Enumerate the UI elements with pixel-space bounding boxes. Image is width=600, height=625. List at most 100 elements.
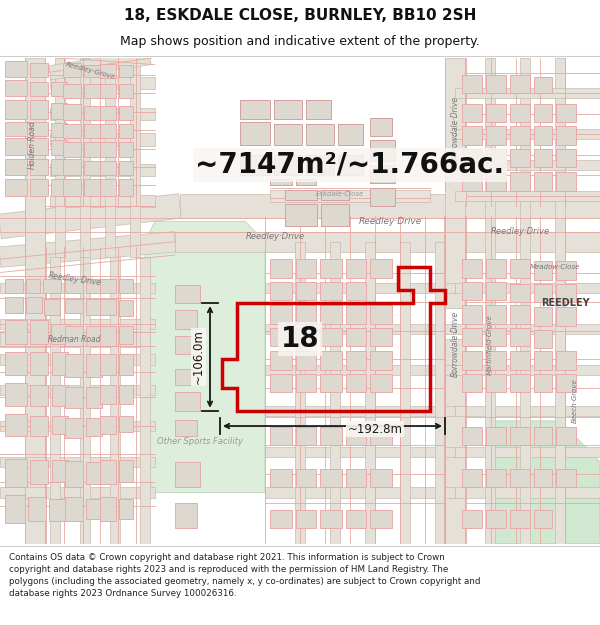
Bar	[346, 510, 366, 528]
Bar	[370, 118, 392, 136]
Bar	[84, 179, 100, 196]
Bar	[175, 392, 200, 411]
Bar	[63, 62, 81, 77]
Bar	[510, 259, 530, 278]
Bar	[510, 374, 530, 392]
Bar	[321, 189, 349, 200]
Bar	[296, 179, 316, 186]
Bar	[556, 374, 576, 392]
Bar	[51, 123, 67, 138]
Bar	[86, 499, 102, 519]
Bar	[486, 75, 506, 93]
Bar	[306, 101, 331, 119]
Bar	[63, 179, 81, 196]
Bar	[86, 279, 102, 293]
Bar	[462, 259, 482, 278]
Text: Reedley·Drive: Reedley·Drive	[490, 227, 550, 236]
Bar	[296, 259, 316, 278]
Bar	[30, 352, 48, 375]
Bar	[510, 126, 530, 144]
Polygon shape	[110, 257, 120, 544]
Polygon shape	[50, 107, 155, 120]
Text: REEDLEY: REEDLEY	[541, 298, 589, 308]
Polygon shape	[0, 319, 155, 329]
Bar	[486, 282, 506, 300]
Bar	[175, 420, 197, 436]
Polygon shape	[265, 488, 455, 498]
Polygon shape	[455, 88, 600, 99]
Bar	[270, 282, 292, 300]
Bar	[30, 101, 48, 119]
Text: ~7147m²/~1.766ac.: ~7147m²/~1.766ac.	[196, 151, 505, 179]
Bar	[462, 149, 482, 167]
Bar	[486, 149, 506, 167]
Polygon shape	[0, 282, 155, 293]
Polygon shape	[295, 242, 305, 544]
Bar	[65, 354, 83, 377]
Bar	[486, 351, 506, 370]
Polygon shape	[265, 282, 455, 293]
Bar	[175, 336, 200, 354]
Bar	[462, 104, 482, 122]
Bar	[100, 84, 116, 99]
Bar	[462, 305, 482, 324]
Bar	[5, 459, 27, 488]
Bar	[462, 172, 482, 191]
Bar	[175, 311, 197, 329]
Bar	[274, 101, 302, 119]
Polygon shape	[145, 221, 265, 493]
Bar	[86, 387, 102, 408]
Bar	[338, 124, 363, 144]
Bar	[370, 510, 392, 528]
Bar	[270, 351, 292, 370]
Bar	[100, 385, 116, 404]
Bar	[51, 179, 67, 196]
Bar	[100, 326, 116, 346]
Bar	[119, 106, 133, 120]
Polygon shape	[50, 164, 155, 176]
Bar	[84, 84, 100, 99]
Bar	[49, 499, 65, 521]
Bar	[285, 189, 317, 200]
Polygon shape	[455, 488, 600, 498]
Text: Reedley·Drive: Reedley·Drive	[358, 217, 422, 226]
Bar	[100, 460, 116, 484]
Polygon shape	[0, 194, 181, 239]
Polygon shape	[50, 133, 155, 146]
Text: Martinfield·Grove: Martinfield·Grove	[487, 314, 493, 374]
Bar	[52, 352, 68, 375]
Bar	[556, 261, 576, 279]
Bar	[370, 469, 392, 488]
Bar	[534, 77, 552, 93]
Bar	[270, 510, 292, 528]
Bar	[270, 179, 292, 186]
Bar	[270, 305, 292, 324]
Bar	[296, 328, 316, 346]
Polygon shape	[265, 364, 455, 375]
Bar	[84, 64, 100, 77]
Bar	[51, 159, 67, 175]
Bar	[556, 351, 576, 370]
Bar	[320, 510, 342, 528]
Bar	[119, 124, 133, 138]
Bar	[320, 374, 342, 392]
Polygon shape	[520, 58, 530, 544]
Bar	[5, 101, 27, 119]
Bar	[52, 416, 68, 434]
Bar	[486, 305, 506, 324]
Bar	[556, 308, 576, 326]
Bar	[175, 462, 200, 488]
Polygon shape	[0, 457, 155, 467]
Bar	[100, 124, 116, 138]
Text: 18, ESKDALE CLOSE, BURNLEY, BB10 2SH: 18, ESKDALE CLOSE, BURNLEY, BB10 2SH	[124, 8, 476, 23]
Bar	[370, 427, 392, 446]
Bar	[510, 305, 530, 324]
Polygon shape	[455, 324, 600, 334]
Bar	[100, 64, 116, 78]
Text: Reedley·Drive: Reedley·Drive	[245, 232, 305, 241]
Bar	[462, 510, 482, 528]
Bar	[63, 124, 81, 138]
Bar	[30, 62, 48, 77]
Bar	[320, 469, 342, 488]
Bar	[556, 469, 576, 488]
